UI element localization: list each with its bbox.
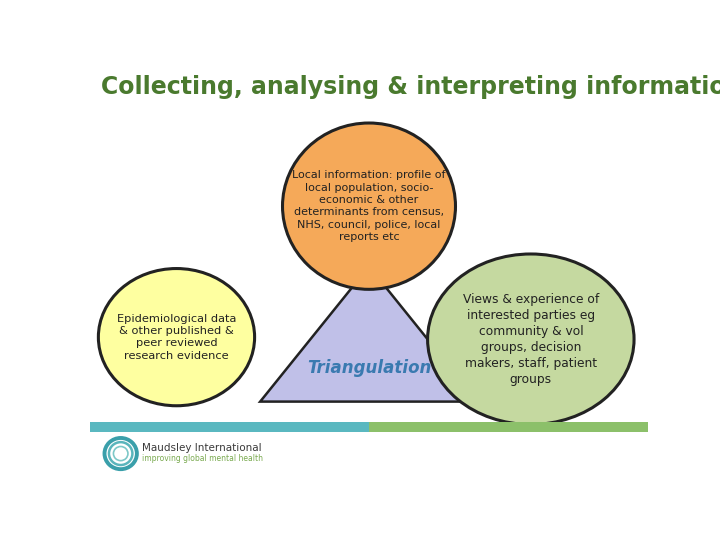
Ellipse shape — [282, 123, 456, 289]
Bar — [369, 422, 648, 431]
Ellipse shape — [428, 254, 634, 424]
Ellipse shape — [99, 268, 255, 406]
Text: Collecting, analysing & interpreting information: Collecting, analysing & interpreting inf… — [101, 75, 720, 99]
Bar — [90, 422, 369, 431]
Text: Triangulation: Triangulation — [307, 359, 431, 377]
Text: improving global mental health: improving global mental health — [142, 455, 263, 463]
Text: Maudsley International: Maudsley International — [142, 443, 261, 453]
Text: Epidemiological data
& other published &
peer reviewed
research evidence: Epidemiological data & other published &… — [117, 314, 236, 361]
Text: Views & experience of
interested parties eg
community & vol
groups, decision
mak: Views & experience of interested parties… — [463, 293, 599, 386]
Text: Local information: profile of
local population, socio-
economic & other
determin: Local information: profile of local popu… — [292, 170, 446, 242]
Polygon shape — [260, 266, 478, 402]
